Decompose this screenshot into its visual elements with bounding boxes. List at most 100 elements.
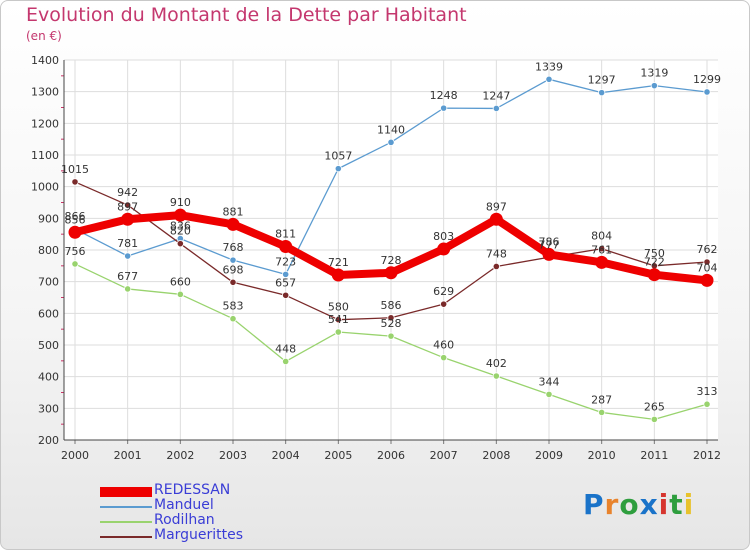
data-label: 1015 bbox=[61, 163, 89, 176]
data-label: 748 bbox=[486, 247, 507, 260]
data-label: 786 bbox=[539, 235, 560, 248]
data-label: 1248 bbox=[430, 89, 458, 102]
legend-label: Marguerittes bbox=[154, 527, 244, 543]
data-label: 1297 bbox=[588, 74, 616, 87]
y-tick-label: 1400 bbox=[31, 54, 59, 67]
data-point bbox=[650, 415, 658, 424]
series-manduel bbox=[71, 75, 711, 278]
y-tick-label: 800 bbox=[38, 244, 59, 257]
data-point bbox=[334, 328, 342, 336]
data-label: 1299 bbox=[693, 73, 721, 86]
data-point bbox=[229, 278, 237, 286]
data-label: 660 bbox=[170, 275, 191, 288]
y-tick-label: 900 bbox=[38, 212, 59, 225]
data-label: 677 bbox=[117, 270, 138, 283]
data-label: 804 bbox=[591, 230, 612, 243]
data-label: 657 bbox=[275, 276, 296, 289]
data-point bbox=[229, 315, 237, 323]
data-point bbox=[440, 300, 448, 308]
data-point bbox=[124, 201, 132, 209]
data-label: 1057 bbox=[324, 150, 352, 163]
data-point bbox=[282, 270, 290, 278]
data-label: 756 bbox=[65, 245, 86, 258]
data-point bbox=[598, 245, 606, 253]
data-label: 629 bbox=[433, 285, 454, 298]
logo-letter: x bbox=[639, 488, 659, 521]
y-tick-label: 500 bbox=[38, 339, 59, 352]
y-tick-label: 1200 bbox=[31, 117, 59, 130]
y-tick-label: 400 bbox=[38, 371, 59, 384]
x-tick-label: 2011 bbox=[640, 449, 668, 462]
data-label: 910 bbox=[170, 196, 191, 209]
data-point bbox=[68, 225, 82, 239]
x-tick-label: 2006 bbox=[377, 449, 405, 462]
data-label: 344 bbox=[539, 375, 560, 388]
data-point bbox=[384, 266, 398, 280]
x-tick-label: 2009 bbox=[535, 449, 563, 462]
data-label: 460 bbox=[433, 339, 454, 352]
data-point bbox=[492, 262, 500, 271]
data-label: 856 bbox=[65, 213, 86, 226]
legend-swatch bbox=[100, 486, 152, 497]
data-point bbox=[545, 75, 553, 83]
data-point bbox=[229, 256, 237, 264]
data-point bbox=[492, 372, 500, 380]
logo-letter: P bbox=[583, 488, 605, 521]
data-label: 287 bbox=[591, 393, 612, 406]
data-label: 836 bbox=[170, 220, 191, 233]
data-point bbox=[700, 273, 714, 287]
data-label: 781 bbox=[117, 237, 138, 250]
chart-subtitle: (en €) bbox=[26, 29, 62, 43]
data-point bbox=[387, 314, 395, 322]
data-point bbox=[542, 247, 556, 261]
data-point bbox=[176, 290, 184, 298]
data-label: 811 bbox=[275, 228, 296, 241]
data-point bbox=[176, 240, 184, 248]
data-point bbox=[703, 88, 711, 96]
legend-label: Manduel bbox=[154, 497, 214, 513]
x-tick-label: 2005 bbox=[324, 449, 352, 462]
data-label: 586 bbox=[381, 299, 402, 312]
data-point bbox=[331, 268, 345, 282]
data-point bbox=[71, 178, 79, 186]
series-redessan bbox=[68, 208, 714, 287]
data-label: 762 bbox=[697, 243, 718, 256]
data-point bbox=[489, 212, 503, 226]
data-point bbox=[598, 89, 606, 97]
data-label: 528 bbox=[381, 317, 402, 330]
data-label: 704 bbox=[697, 261, 718, 274]
y-tick-label: 300 bbox=[38, 402, 59, 415]
chart-title: Evolution du Montant de la Dette par Hab… bbox=[26, 4, 467, 26]
legend-swatch bbox=[100, 535, 152, 538]
data-label: 580 bbox=[328, 301, 349, 314]
logo-letter: i bbox=[683, 488, 695, 521]
logo-letter: r bbox=[604, 488, 620, 521]
x-tick-label: 2007 bbox=[430, 449, 458, 462]
data-point bbox=[545, 390, 553, 398]
logo-letter: t bbox=[669, 488, 684, 521]
data-label: 866 bbox=[65, 210, 86, 223]
data-label: 881 bbox=[223, 205, 244, 218]
data-point bbox=[440, 354, 448, 362]
data-label: 721 bbox=[328, 256, 349, 269]
data-label: 728 bbox=[381, 254, 402, 267]
legend-swatch bbox=[100, 505, 152, 508]
x-tick-label: 2004 bbox=[272, 449, 300, 462]
data-point bbox=[282, 291, 290, 299]
data-label: 1140 bbox=[377, 123, 405, 136]
y-tick-label: 600 bbox=[38, 307, 59, 320]
data-label: 1319 bbox=[640, 67, 668, 80]
x-tick-label: 2001 bbox=[114, 449, 142, 462]
logo-letter: o bbox=[619, 488, 640, 521]
data-label: 448 bbox=[275, 342, 296, 355]
data-point bbox=[121, 212, 135, 226]
data-label: 777 bbox=[539, 238, 560, 251]
data-label: 750 bbox=[644, 247, 665, 260]
data-label: 942 bbox=[117, 186, 138, 199]
data-label: 402 bbox=[486, 357, 507, 370]
logo-letter: i bbox=[658, 488, 670, 521]
x-tick-label: 2000 bbox=[61, 449, 89, 462]
y-tick-label: 1300 bbox=[31, 86, 59, 99]
data-point bbox=[595, 255, 609, 269]
data-point bbox=[650, 82, 658, 90]
